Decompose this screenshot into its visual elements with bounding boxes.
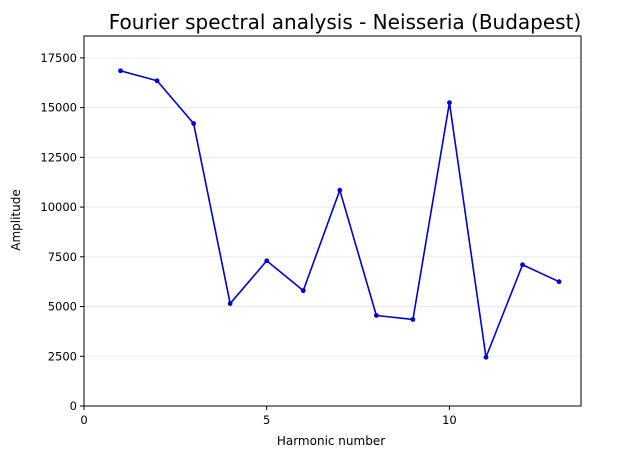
data-point xyxy=(191,121,197,126)
series-area xyxy=(118,68,562,360)
data-point xyxy=(227,301,233,306)
grid xyxy=(84,57,581,407)
y-tick-label: 12500 xyxy=(40,150,77,164)
data-point xyxy=(410,317,416,322)
y-tick-label: 5000 xyxy=(48,300,77,314)
data-point xyxy=(373,313,379,318)
y-tick-label: 10000 xyxy=(40,200,77,214)
data-point xyxy=(337,187,343,193)
data-point xyxy=(264,258,270,264)
y-tick-label: 0 xyxy=(70,399,77,413)
x-tick-label: 5 xyxy=(263,413,270,427)
y-tick-label: 7500 xyxy=(48,250,77,264)
data-point xyxy=(520,262,525,268)
data-point xyxy=(556,279,562,285)
data-point xyxy=(154,78,160,84)
x-axis-label: Harmonic number xyxy=(277,434,385,448)
axes: 0 2500 5000 7500 10000 12500 15000 17500 0 5 10 xyxy=(40,51,456,427)
x-tick-label: 0 xyxy=(80,413,87,427)
x-tick-label: 10 xyxy=(442,413,457,427)
data-point xyxy=(118,68,123,74)
data-point xyxy=(447,100,452,106)
data-point xyxy=(483,354,489,360)
y-tick-label: 2500 xyxy=(48,349,77,363)
series-line xyxy=(120,70,560,359)
y-tick-label: 17500 xyxy=(40,51,77,65)
data-point xyxy=(300,288,306,294)
plot-frame xyxy=(83,35,582,407)
chart-title: Fourier spectral analysis - Neisseria (B… xyxy=(109,10,582,34)
y-axis-label: Amplitude xyxy=(9,189,23,251)
y-tick-label: 15000 xyxy=(40,101,77,115)
